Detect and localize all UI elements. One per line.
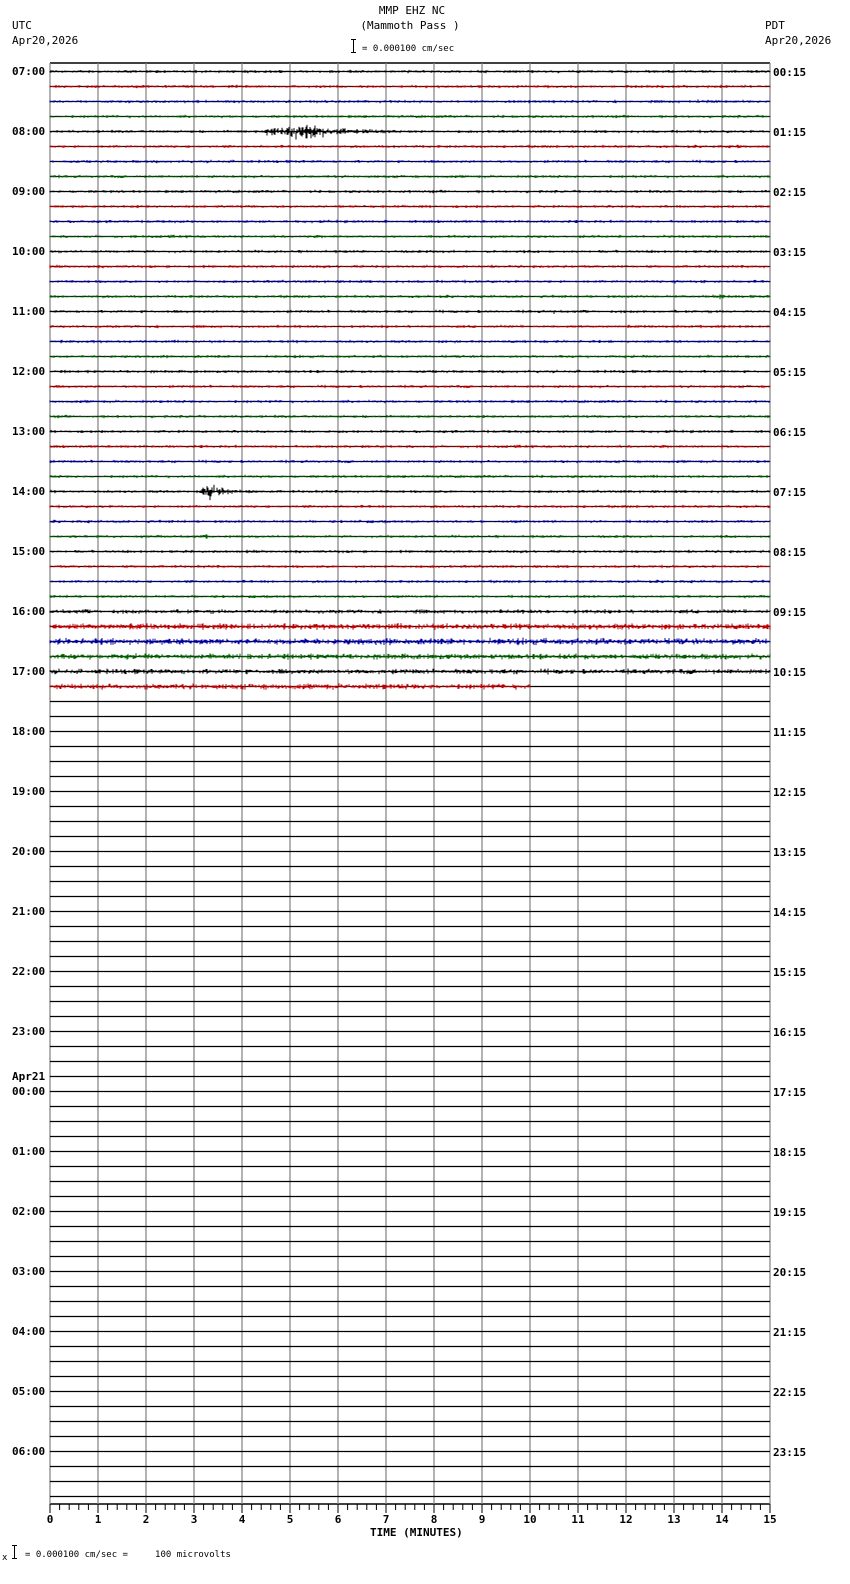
footer-prefix: x: [2, 1553, 8, 1563]
pdt-hour-label: 16:15: [773, 1025, 807, 1039]
scale-bar-icon: [351, 39, 356, 53]
utc-hour-label: 01:00: [12, 1144, 46, 1158]
utc-hour-label: 13:00: [12, 424, 46, 438]
x-axis-tick-label: 6: [334, 1513, 342, 1526]
utc-hour-label: 23:00: [12, 1024, 46, 1038]
pdt-hour-label: 19:15: [773, 1205, 807, 1219]
utc-hour-label: 14:00: [12, 484, 46, 498]
utc-hour-label: 15:00: [12, 544, 46, 558]
utc-hour-label: 18:00: [12, 724, 46, 738]
pdt-hour-label: 20:15: [773, 1265, 807, 1279]
x-axis-tick-label: 5: [286, 1513, 294, 1526]
x-axis-tick-label: 8: [430, 1513, 438, 1526]
scale-label: = 0.000100 cm/sec: [362, 44, 455, 54]
pdt-hour-label: 12:15: [773, 785, 807, 799]
x-axis-tick-label: 4: [238, 1513, 246, 1526]
pdt-hour-label: 13:15: [773, 845, 807, 859]
utc-hour-label: 05:00: [12, 1384, 46, 1398]
left-date: Apr20,2026: [12, 34, 79, 47]
utc-hour-label: 07:00: [12, 64, 46, 78]
utc-hour-label: 22:00: [12, 964, 46, 978]
utc-hour-label: 19:00: [12, 784, 46, 798]
pdt-hour-label: 18:15: [773, 1145, 807, 1159]
utc-hour-label: 10:00: [12, 244, 46, 258]
pdt-hour-label: 03:15: [773, 245, 807, 259]
right-date: Apr20,2026: [765, 34, 832, 47]
utc-date-change-label: Apr21: [12, 1069, 46, 1083]
pdt-hour-label: 14:15: [773, 905, 807, 919]
pdt-hour-label: 04:15: [773, 305, 807, 319]
station-title: MMP EHZ NC: [378, 4, 446, 17]
pdt-hour-label: 05:15: [773, 365, 807, 379]
utc-hour-label: 21:00: [12, 904, 46, 918]
pdt-hour-label: 07:15: [773, 485, 807, 499]
x-axis-tick-label: 7: [382, 1513, 390, 1526]
utc-hour-label: 08:00: [12, 124, 46, 138]
utc-hour-label: 03:00: [12, 1264, 46, 1278]
pdt-hour-label: 17:15: [773, 1085, 807, 1099]
x-axis-tick-label: 14: [715, 1513, 729, 1526]
pdt-hour-label: 01:15: [773, 125, 807, 139]
pdt-hour-label: 22:15: [773, 1385, 807, 1399]
utc-hour-label: 06:00: [12, 1444, 46, 1458]
x-axis-tick-label: 13: [667, 1513, 681, 1526]
pdt-hour-label: 23:15: [773, 1445, 807, 1459]
x-axis-tick-label: 9: [478, 1513, 486, 1526]
pdt-hour-label: 06:15: [773, 425, 807, 439]
footer-scale-bar-icon: [12, 1545, 17, 1559]
station-location: (Mammoth Pass ): [360, 19, 460, 32]
x-axis-tick-label: 11: [571, 1513, 585, 1526]
x-axis-tick-label: 3: [190, 1513, 198, 1526]
utc-hour-label: 00:00: [12, 1084, 46, 1098]
utc-hour-label: 20:00: [12, 844, 46, 858]
pdt-hour-label: 15:15: [773, 965, 807, 979]
pdt-hour-label: 02:15: [773, 185, 807, 199]
utc-hour-label: 17:00: [12, 664, 46, 678]
pdt-hour-label: 08:15: [773, 545, 807, 559]
utc-hour-label: 04:00: [12, 1324, 46, 1338]
x-axis-tick-label: 2: [142, 1513, 150, 1526]
x-axis-tick-label: 0: [46, 1513, 54, 1526]
utc-hour-label: 02:00: [12, 1204, 46, 1218]
x-axis-tick-label: 1: [94, 1513, 102, 1526]
utc-hour-label: 09:00: [12, 184, 46, 198]
pdt-hour-label: 21:15: [773, 1325, 807, 1339]
left-timezone: UTC: [12, 19, 32, 32]
right-timezone: PDT: [765, 19, 785, 32]
x-axis-title: TIME (MINUTES): [370, 1526, 463, 1539]
pdt-hour-label: 00:15: [773, 65, 807, 79]
pdt-hour-label: 11:15: [773, 725, 807, 739]
x-axis-tick-label: 10: [523, 1513, 537, 1526]
x-axis-tick-label: 15: [763, 1513, 777, 1526]
utc-hour-label: 11:00: [12, 304, 46, 318]
utc-hour-label: 12:00: [12, 364, 46, 378]
utc-hour-label: 16:00: [12, 604, 46, 618]
x-axis-tick-label: 12: [619, 1513, 633, 1526]
pdt-hour-label: 10:15: [773, 665, 807, 679]
footer-scale-label: = 0.000100 cm/sec = 100 microvolts: [25, 1550, 231, 1560]
pdt-hour-label: 09:15: [773, 605, 807, 619]
